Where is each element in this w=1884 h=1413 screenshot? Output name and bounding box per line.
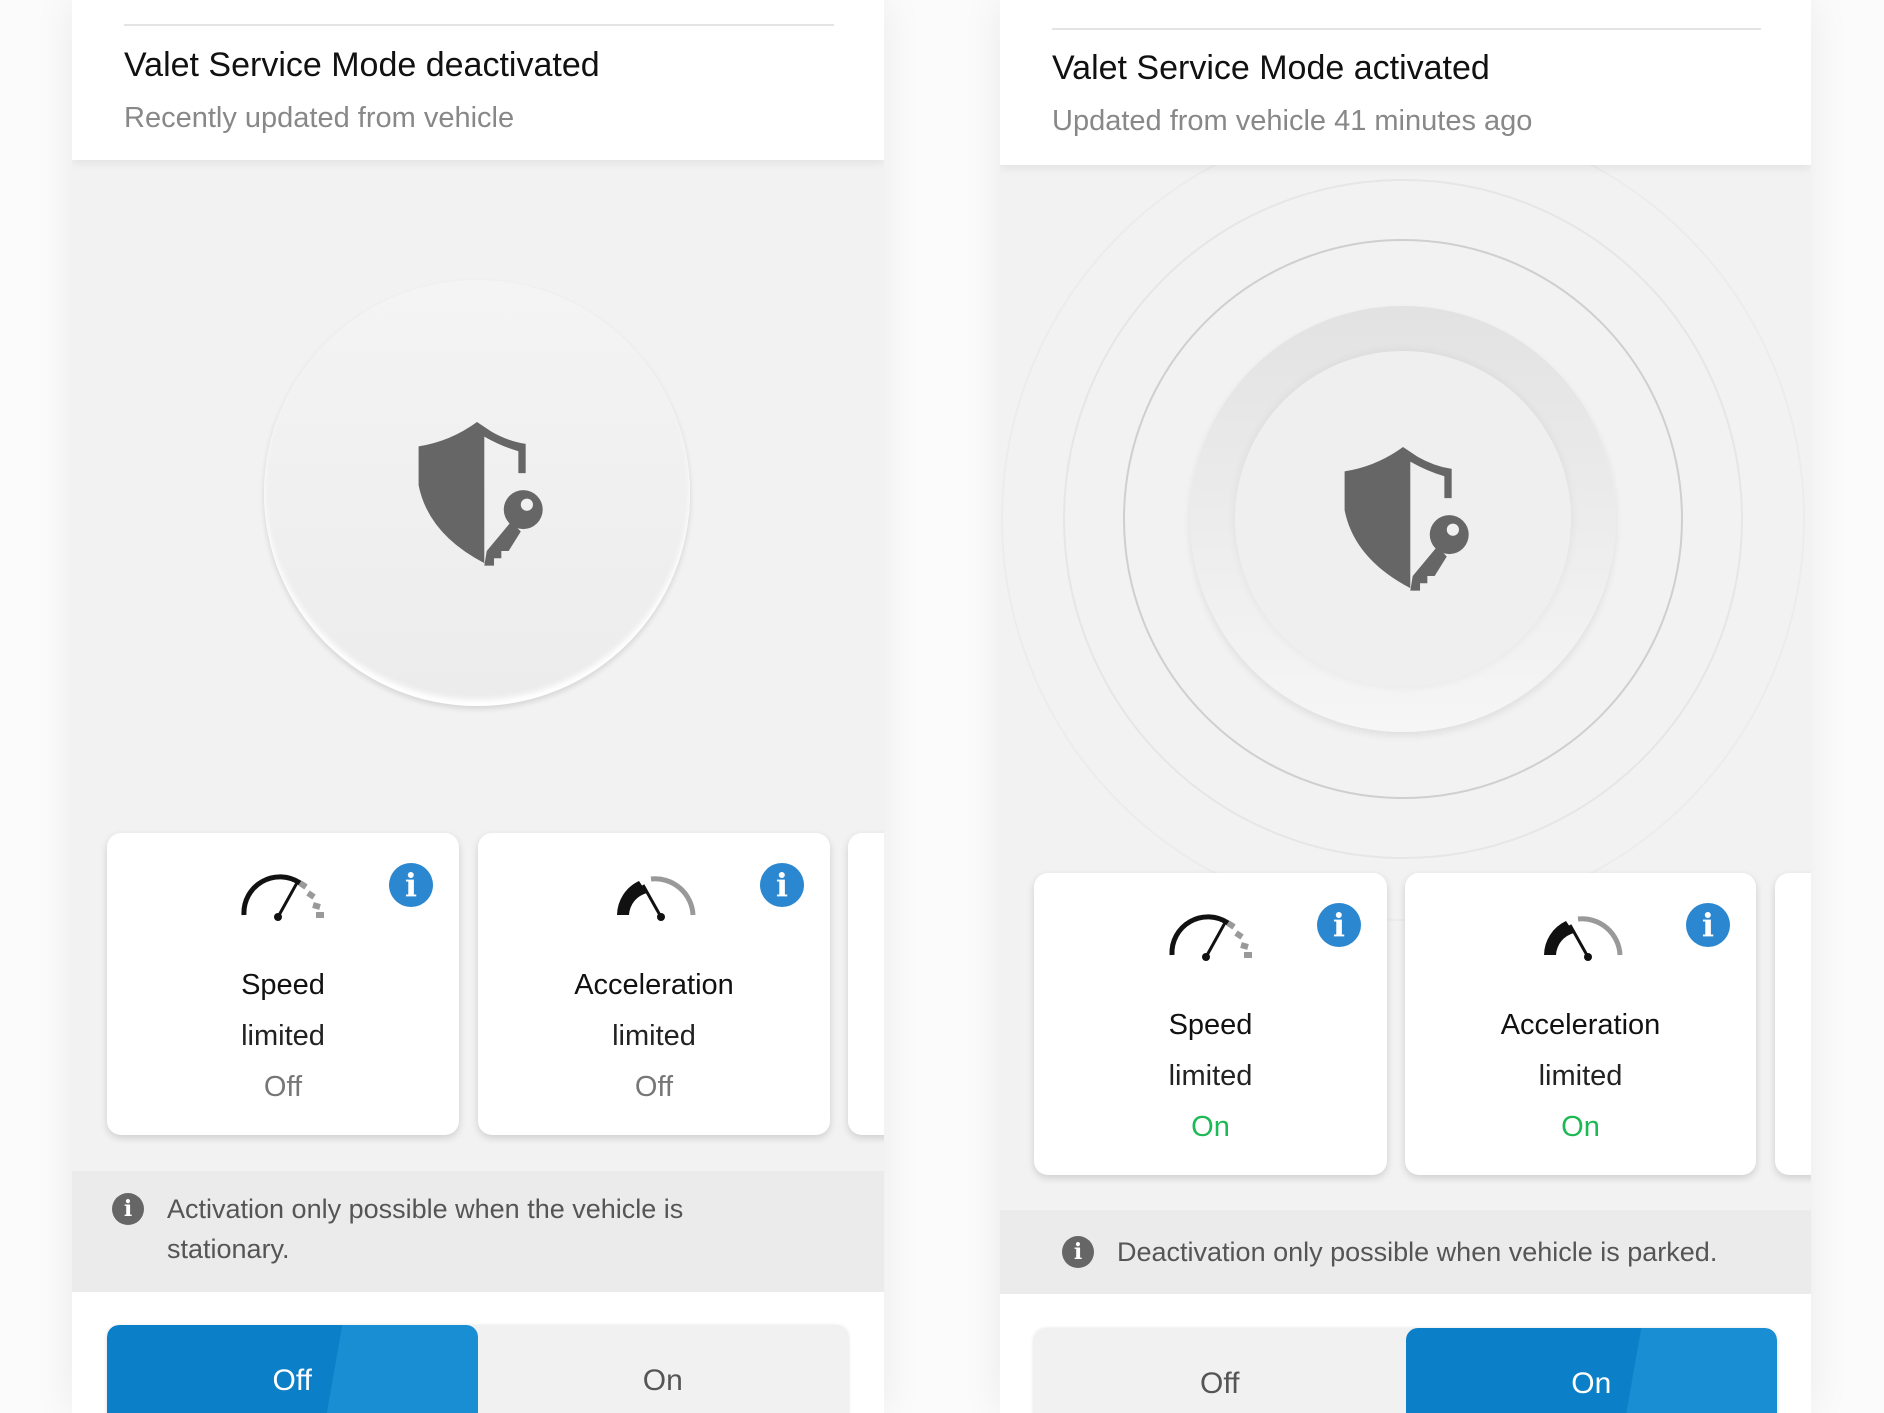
notice-text: Activation only possible when the vehicl… bbox=[167, 1194, 684, 1264]
status-subtitle: Recently updated from vehicle bbox=[124, 102, 515, 134]
card-speed-limited[interactable]: i Speed limited Off bbox=[107, 833, 459, 1135]
valet-stage: i Speed limited Off i Acceleration limit… bbox=[72, 160, 884, 1171]
shield-key-icon bbox=[418, 422, 543, 566]
info-icon[interactable]: i bbox=[760, 863, 804, 907]
toggle-off-button[interactable]: Off bbox=[1200, 1367, 1240, 1400]
card-status: Off bbox=[263, 1071, 303, 1103]
card-partial[interactable] bbox=[848, 833, 884, 1135]
card-label: Speed bbox=[241, 969, 325, 1001]
acceleration-gauge-icon bbox=[1536, 911, 1626, 963]
card-acceleration-limited[interactable]: i Acceleration limited Off bbox=[478, 833, 830, 1135]
valet-stage: i Speed limited On i Acceleration limite… bbox=[1000, 117, 1811, 1210]
card-label: limited bbox=[612, 1020, 696, 1052]
info-icon: i bbox=[1062, 1236, 1094, 1268]
pulse-ring bbox=[1063, 179, 1743, 859]
card-label: limited bbox=[1538, 1060, 1623, 1092]
notice-text: Deactivation only possible when vehicle … bbox=[1117, 1237, 1718, 1267]
toggle-on-button[interactable]: On bbox=[642, 1364, 683, 1397]
info-icon[interactable]: i bbox=[1686, 903, 1730, 947]
divider bbox=[1052, 28, 1761, 30]
mode-toggle[interactable]: Off On bbox=[1034, 1328, 1777, 1413]
shield-key-icon bbox=[1344, 447, 1469, 591]
info-icon: i bbox=[112, 1193, 144, 1225]
status-subtitle: Updated from vehicle 41 minutes ago bbox=[1052, 105, 1533, 137]
card-label: Speed bbox=[1168, 1009, 1253, 1041]
card-speed-limited[interactable]: i Speed limited On bbox=[1034, 873, 1387, 1175]
card-partial[interactable] bbox=[1775, 873, 1811, 1175]
speedometer-icon bbox=[1166, 911, 1256, 963]
card-status: On bbox=[1561, 1111, 1600, 1143]
acceleration-gauge-icon bbox=[609, 871, 699, 923]
notice-banner: i Deactivation only possible when vehicl… bbox=[1000, 1210, 1811, 1294]
card-label: limited bbox=[241, 1020, 325, 1052]
valet-panel-activated: Valet Service Mode activated Updated fro… bbox=[1000, 0, 1811, 1413]
notice-banner: i Activation only possible when the vehi… bbox=[72, 1171, 884, 1292]
status-header: Valet Service Mode deactivated Recently … bbox=[72, 0, 884, 160]
toggle-on-button[interactable]: On bbox=[1405, 1328, 1777, 1413]
toggle-off-button[interactable]: Off bbox=[107, 1325, 478, 1413]
card-label: Acceleration bbox=[574, 969, 734, 1001]
toggle-area: Off On bbox=[72, 1292, 884, 1413]
mode-toggle[interactable]: Off On bbox=[107, 1325, 848, 1413]
card-label: Acceleration bbox=[1500, 1009, 1661, 1041]
toggle-area: Off On bbox=[1000, 1294, 1811, 1413]
card-status: Off bbox=[634, 1071, 674, 1103]
card-status: On bbox=[1191, 1111, 1230, 1143]
info-icon[interactable]: i bbox=[1317, 903, 1361, 947]
status-header: Valet Service Mode activated Updated fro… bbox=[1000, 0, 1811, 165]
card-label: limited bbox=[1168, 1060, 1253, 1092]
divider bbox=[124, 24, 834, 26]
card-acceleration-limited[interactable]: i Acceleration limited On bbox=[1405, 873, 1756, 1175]
status-title: Valet Service Mode deactivated bbox=[124, 46, 600, 84]
info-icon[interactable]: i bbox=[389, 863, 433, 907]
speedometer-icon bbox=[238, 871, 328, 923]
valet-panel-deactivated: Valet Service Mode deactivated Recently … bbox=[72, 0, 884, 1413]
status-title: Valet Service Mode activated bbox=[1052, 49, 1490, 87]
pulse-ring bbox=[1123, 239, 1683, 799]
